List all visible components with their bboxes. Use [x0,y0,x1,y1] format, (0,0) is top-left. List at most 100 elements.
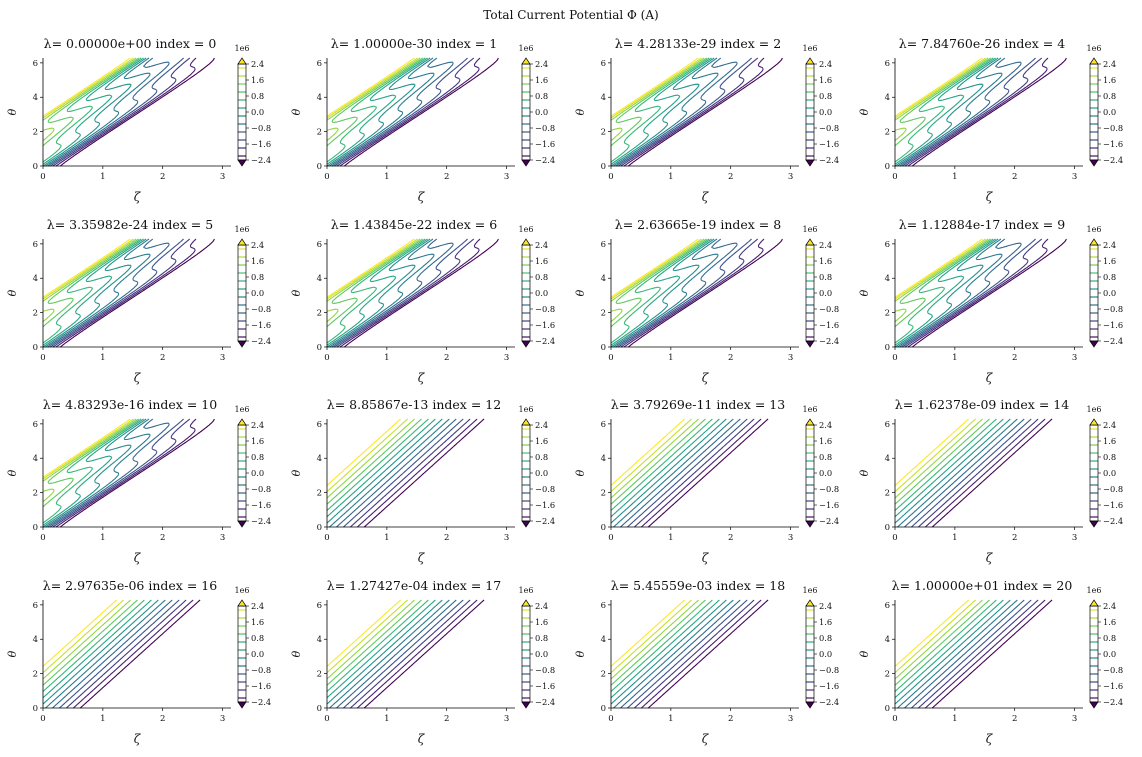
panel-title: λ= 4.28133e-29 index = 2 [615,36,781,51]
contour-line [42,599,152,699]
colorbar-tick-label: 2.4 [535,420,548,430]
contour-line [326,599,422,686]
contour-line [49,418,184,528]
colorbar-tick-label: −0.8 [819,304,839,314]
colorbar-extend-min [521,520,531,528]
colorbar-offset: 1e6 [803,44,818,53]
contour-line [610,57,710,163]
x-tick-label: 0 [324,533,329,543]
colorbar-tick-label: −2.4 [819,336,839,346]
colorbar-frame [521,424,531,522]
colorbar-tick-label: 0.8 [819,91,832,101]
contour-line [634,599,755,709]
colorbar-extend-max [1089,418,1099,426]
x-tick-label: 2 [444,172,449,182]
contour-panel: λ= 4.83293e-16 index = 10 0 1 2 3 0 2 4 6 ζ θ 2.4 1.… [6,397,271,565]
y-tick-label: 6 [885,601,890,611]
y-tick-label: 4 [601,454,606,464]
colorbar-tick-label: 0.0 [251,468,264,478]
contour-line [49,238,184,348]
contour-line [343,418,464,528]
contour-line [326,599,443,705]
colorbar-offset: 1e6 [235,44,250,53]
colorbar-tick-label: 0.8 [819,452,832,462]
x-axis-label: ζ [702,551,710,565]
y-tick-label: 6 [317,601,322,611]
colorbar-extend-min [521,701,531,709]
colorbar-tick-label: −0.8 [1103,484,1123,494]
colorbar-tick-label: −0.8 [819,665,839,675]
colorbar-tick-label: 2.4 [819,420,832,430]
y-axis-label: θ [574,650,587,657]
contour-line [904,238,1043,348]
x-tick-label: 2 [728,533,733,543]
colorbar-tick-label: −0.8 [1103,304,1123,314]
contour-line [49,57,184,167]
contour-line [894,599,969,667]
contour-line [610,418,685,486]
colorbar-tick-label: 0.8 [535,452,548,462]
colorbar-tick-label: 0.8 [1103,91,1116,101]
colorbar-tick-label: −2.4 [251,155,271,165]
panel-title: λ= 5.45559e-03 index = 18 [611,578,785,593]
contour-line [47,418,170,528]
contour-line [42,57,144,165]
y-tick-label: 4 [601,635,606,645]
y-tick-label: 4 [601,93,606,103]
contour-line [42,238,147,348]
contour-panel: λ= 1.43845e-22 index = 6 0 1 2 3 0 2 4 6 ζ θ 2.4 1.6… [290,217,555,385]
x-axis-label: ζ [418,190,426,204]
x-tick-label: 0 [608,714,613,724]
contour-line [42,418,131,478]
colorbar-tick-label: 1.6 [251,75,264,85]
y-axis-label: θ [574,108,587,115]
x-tick-label: 0 [892,353,897,363]
y-tick-label: 2 [317,128,322,138]
y-tick-label: 6 [601,59,606,69]
contour-line [42,238,131,298]
panel-title: λ= 2.63665e-19 index = 8 [615,217,781,232]
colorbar-tick-label: 2.4 [251,59,264,69]
contour-line [918,418,1039,528]
colorbar-extend-max [237,599,247,607]
contour-line [640,599,762,709]
contour-line [894,238,986,300]
colorbar-tick-label: −0.8 [251,484,271,494]
colorbar-offset: 1e6 [519,225,534,234]
colorbar-tick-label: −0.8 [535,304,555,314]
contour-line [326,57,418,119]
colorbar-tick-label: −2.4 [251,697,271,707]
contour-line [617,57,752,167]
contour-line [350,599,471,709]
contour-line [42,238,144,346]
x-tick-label: 0 [324,714,329,724]
y-tick-label: 4 [33,93,38,103]
colorbar-tick-label: −1.6 [1103,320,1123,330]
colorbar-frame [521,244,531,342]
contour-line [634,418,755,528]
panel-title: λ= 1.00000e+01 index = 20 [892,578,1073,593]
colorbar-tick-label: −1.6 [251,500,271,510]
panel-title: λ= 1.00000e-30 index = 1 [331,36,497,51]
colorbar-tick-label: −2.4 [251,516,271,526]
contour-line [331,238,454,348]
colorbar-extend-max [521,238,531,246]
figure-title: Total Current Potential Φ (A) [483,8,659,22]
colorbar-tick-label: 2.4 [251,240,264,250]
colorbar-extend-max [237,418,247,426]
colorbar-tick-label: 0.8 [535,272,548,282]
contour-line [894,418,983,499]
x-tick-label: 3 [1072,353,1077,363]
y-tick-label: 0 [317,523,322,533]
colorbar-frame [805,244,815,342]
colorbar-extend-min [521,159,531,167]
x-axis-label: ζ [418,551,426,565]
colorbar-offset: 1e6 [519,44,534,53]
colorbar-tick-label: −1.6 [819,500,839,510]
panel-title: λ= 7.84760e-26 index = 4 [899,36,1065,51]
y-tick-label: 0 [317,343,322,353]
x-tick-label: 2 [728,714,733,724]
contour-line [356,418,478,528]
colorbar-tick-label: 2.4 [535,59,548,69]
colorbar-frame [521,63,531,161]
